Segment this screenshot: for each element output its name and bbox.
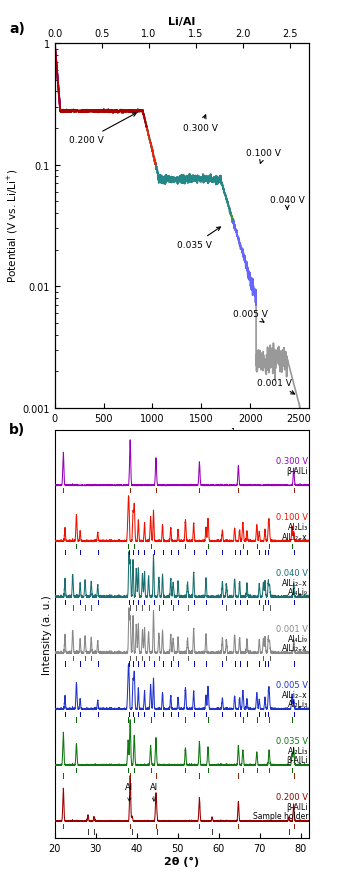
Text: β-AlLi: β-AlLi — [287, 802, 308, 810]
Text: β-AlLi: β-AlLi — [287, 466, 308, 475]
Text: 0.100 V: 0.100 V — [276, 513, 308, 522]
X-axis label: Capacity (mAh g$^{-1}$): Capacity (mAh g$^{-1}$) — [121, 426, 242, 444]
Text: 0.001 V: 0.001 V — [257, 379, 295, 394]
X-axis label: 2θ (°): 2θ (°) — [164, 856, 199, 867]
Text: 0.005 V: 0.005 V — [276, 680, 308, 689]
Text: Al₄Li₉: Al₄Li₉ — [288, 588, 308, 597]
Text: Al₂Li₃: Al₂Li₃ — [288, 522, 308, 531]
Text: AlLi₂₋x: AlLi₂₋x — [282, 578, 308, 587]
Text: Al₄Li₉: Al₄Li₉ — [288, 634, 308, 643]
Text: 0.035 V: 0.035 V — [177, 227, 221, 249]
Text: 0.035 V: 0.035 V — [276, 736, 308, 745]
Text: a): a) — [9, 22, 25, 36]
Y-axis label: Intensity (a. u.): Intensity (a. u.) — [42, 594, 52, 674]
Y-axis label: Potential (V vs. Li/Li$^{+}$): Potential (V vs. Li/Li$^{+}$) — [6, 169, 19, 283]
Text: Sample holder: Sample holder — [252, 811, 308, 820]
Text: 0.100 V: 0.100 V — [246, 149, 281, 164]
Text: 0.005 V: 0.005 V — [233, 309, 268, 323]
X-axis label: Li/Al: Li/Al — [168, 17, 196, 27]
Text: 0.300 V: 0.300 V — [276, 457, 308, 465]
Text: 0.200 V: 0.200 V — [70, 114, 136, 145]
Text: AlLi₂₋x: AlLi₂₋x — [282, 690, 308, 699]
Text: 0.040 V: 0.040 V — [270, 196, 305, 210]
Text: 0.040 V: 0.040 V — [276, 568, 308, 577]
Text: Al: Al — [150, 782, 158, 802]
Text: Al₂Li₃: Al₂Li₃ — [288, 745, 308, 755]
Text: β-AlLi: β-AlLi — [287, 756, 308, 765]
Text: 0.001 V: 0.001 V — [276, 624, 308, 633]
Text: Al₂Li₃: Al₂Li₃ — [288, 700, 308, 709]
Text: AlLi₂₋x: AlLi₂₋x — [282, 532, 308, 541]
Text: AlLi₂₋x: AlLi₂₋x — [282, 644, 308, 652]
Text: Al: Al — [125, 782, 133, 802]
Text: b): b) — [9, 422, 25, 436]
Text: 0.200 V: 0.200 V — [276, 792, 308, 801]
Text: 0.300 V: 0.300 V — [183, 116, 218, 133]
